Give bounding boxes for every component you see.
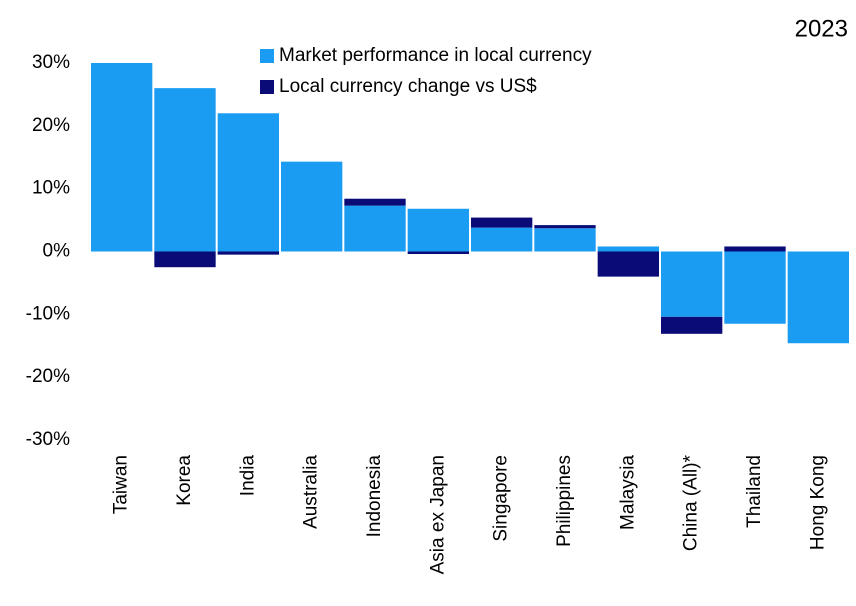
bar <box>534 225 596 229</box>
bar <box>534 228 596 252</box>
bar <box>217 251 279 255</box>
x-tick-label: Indonesia <box>364 455 385 538</box>
legend-label: Market performance in local currency <box>279 45 592 66</box>
x-tick-label: Australia <box>301 455 322 529</box>
bar <box>597 246 659 252</box>
bar <box>661 316 723 334</box>
bar <box>344 205 406 252</box>
y-tick-label: 10% <box>32 178 70 199</box>
bar <box>407 251 469 255</box>
bar <box>724 251 786 324</box>
bar <box>281 161 343 252</box>
bar <box>407 208 469 252</box>
legend-label: Local currency change vs US$ <box>279 76 537 97</box>
legend-swatch <box>260 80 274 94</box>
x-tick-label: Thailand <box>744 455 765 528</box>
y-tick-label: 0% <box>43 241 71 262</box>
x-tick-label: Korea <box>174 455 195 506</box>
x-tick-label: India <box>237 455 258 497</box>
bar <box>597 251 659 277</box>
bar <box>471 227 533 252</box>
x-tick-label: Asia ex Japan <box>427 455 448 574</box>
x-tick-label: Singapore <box>491 455 512 542</box>
bar <box>91 63 153 252</box>
bar <box>471 217 533 228</box>
bar <box>154 251 216 268</box>
y-tick-label: -20% <box>26 366 70 387</box>
x-tick-label: Taiwan <box>111 455 132 514</box>
bar <box>154 88 216 252</box>
y-tick-label: 30% <box>32 52 70 73</box>
bar <box>787 251 849 344</box>
y-tick-label: -30% <box>26 429 70 450</box>
bar <box>217 113 279 252</box>
x-tick-label: China (All)* <box>681 454 702 551</box>
bar <box>724 246 786 252</box>
x-tick-label: Hong Kong <box>807 455 828 550</box>
chart-subtitle: 2023 <box>795 15 848 42</box>
x-tick-label: Philippines <box>554 455 575 547</box>
legend-swatch <box>260 49 274 63</box>
bar <box>344 198 406 206</box>
y-tick-label: -10% <box>26 303 70 324</box>
y-tick-label: 20% <box>32 115 70 136</box>
bar <box>661 251 723 317</box>
x-tick-label: Malaysia <box>617 455 638 530</box>
